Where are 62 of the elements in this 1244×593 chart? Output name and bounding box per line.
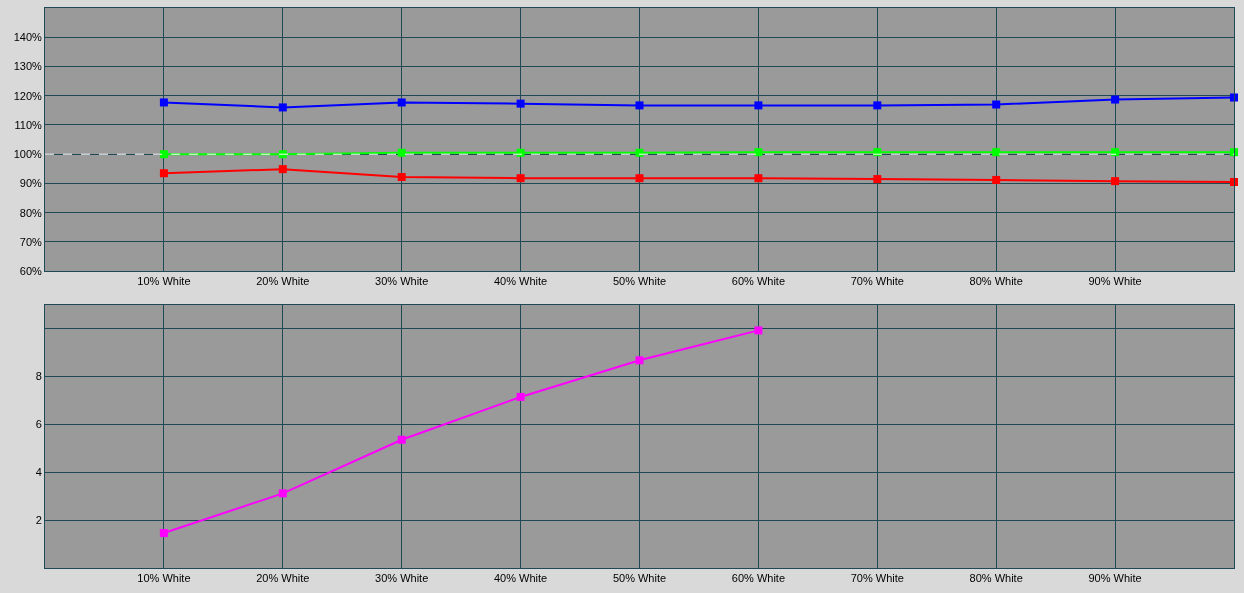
x-tick-label: 70% White [850,275,904,288]
point [635,356,644,365]
x-tick-label: 40% White [494,275,548,288]
x-tick-label: 90% White [1088,275,1142,288]
point [397,435,406,444]
y-tick-label: 6 [35,418,42,431]
point [397,98,406,107]
y-tick-label: 8 [35,370,42,383]
point [1111,95,1120,104]
point [516,148,525,157]
y-tick-label: 60% [19,265,42,278]
point [516,392,525,401]
point [278,489,287,498]
point [992,100,1001,109]
point [1111,148,1120,157]
y-tick-label: 4 [35,466,42,479]
point [278,103,287,112]
point [397,173,406,182]
x-tick-label: 50% White [612,275,667,288]
x-tick-label: 10% White [137,275,191,288]
y-tick-label: 90% [19,177,42,190]
x-tick-label: 70% White [850,572,904,585]
x-tick-label: 30% White [375,275,429,288]
y-tick-label: 70% [19,235,42,248]
x-tick-label: 30% White [375,572,429,585]
point [635,148,644,157]
x-tick-label: 90% White [1088,572,1142,585]
y-tick-label: 120% [13,89,43,102]
point [754,148,763,157]
x-tick-label: 80% White [969,572,1023,585]
y-tick-label: 100% [13,148,43,161]
point [873,101,882,110]
point [516,99,525,108]
x-tick-label: 80% White [969,275,1023,288]
point [635,174,644,183]
x-tick-label: 20% White [256,572,310,585]
point [754,326,763,335]
point [754,101,763,110]
point [635,101,644,110]
x-tick-label: 20% White [256,275,310,288]
point [992,175,1001,184]
point [992,148,1001,157]
point [159,150,168,159]
x-tick-label: 60% White [731,275,785,288]
x-tick-label: 60% White [731,572,785,585]
y-tick-label: 110% [14,118,43,131]
point [278,165,287,174]
point [1111,177,1120,186]
y-tick-label: 130% [13,60,43,73]
point [159,169,168,178]
y-tick-label: 2 [35,514,42,526]
x-tick-label: 10% White [137,572,191,585]
y-tick-label: 140% [13,31,43,44]
point [159,529,168,538]
point [873,175,882,184]
point [516,174,525,183]
point [397,148,406,157]
y-tick-label: 80% [19,206,42,219]
x-tick-label: 50% White [612,572,667,585]
point [159,98,168,107]
point [754,174,763,183]
x-tick-label: 40% White [494,572,548,585]
